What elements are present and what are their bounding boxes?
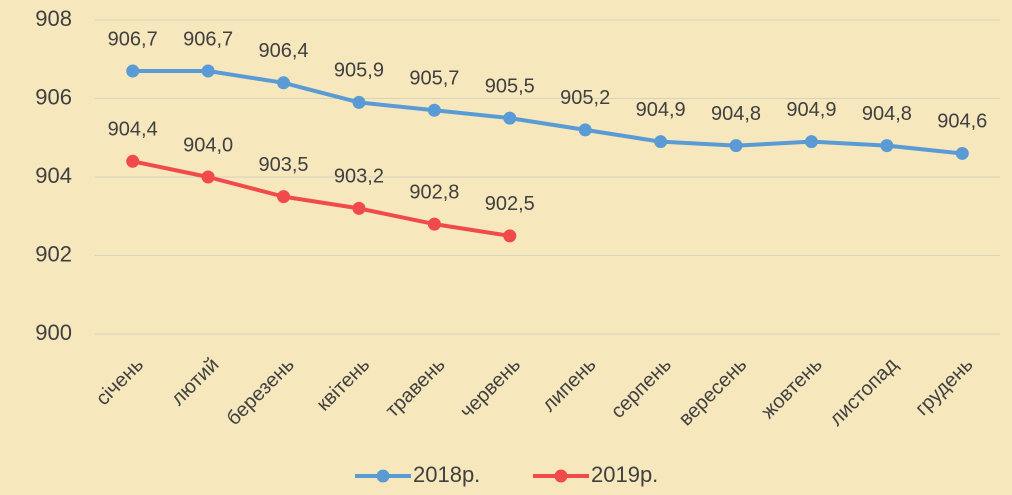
- legend-marker: [376, 469, 390, 483]
- data-label: 906,7: [108, 28, 158, 50]
- data-point: [955, 146, 969, 160]
- data-point: [880, 139, 894, 153]
- legend-label: 2019р.: [591, 462, 658, 487]
- y-tick-label: 908: [35, 6, 72, 31]
- data-point: [804, 135, 818, 149]
- data-point: [352, 95, 366, 109]
- data-point: [352, 201, 366, 215]
- data-point: [427, 103, 441, 117]
- series-line: [132, 69, 963, 156]
- data-label: 905,7: [409, 68, 459, 90]
- data-point: [201, 170, 215, 184]
- data-label: 904,4: [108, 119, 158, 141]
- data-label: 906,4: [259, 40, 309, 62]
- data-label: 905,9: [334, 60, 384, 82]
- y-tick-label: 904: [35, 163, 72, 188]
- data-label: 903,2: [334, 166, 384, 188]
- series-line: [132, 159, 511, 238]
- legend-label: 2018р.: [413, 462, 480, 487]
- data-point: [729, 139, 743, 153]
- data-label: 902,5: [485, 193, 535, 215]
- data-point: [277, 76, 291, 90]
- data-label: 905,2: [560, 87, 610, 109]
- data-point: [201, 64, 215, 78]
- data-label: 905,5: [485, 75, 535, 97]
- data-point: [503, 111, 517, 125]
- data-point: [126, 154, 140, 168]
- data-label: 906,7: [183, 28, 233, 50]
- y-tick-label: 900: [35, 320, 72, 345]
- data-point: [427, 217, 441, 231]
- data-label: 904,9: [636, 99, 686, 121]
- y-tick-label: 906: [35, 84, 72, 109]
- data-label: 904,8: [862, 103, 912, 125]
- data-point: [277, 190, 291, 204]
- y-tick-label: 902: [35, 241, 72, 266]
- legend-marker: [554, 469, 568, 483]
- data-label: 902,8: [409, 181, 459, 203]
- data-point: [126, 64, 140, 78]
- data-label: 904,0: [183, 134, 233, 156]
- data-label: 904,8: [711, 103, 761, 125]
- data-point: [654, 135, 668, 149]
- data-label: 904,9: [786, 99, 836, 121]
- data-point: [503, 229, 517, 243]
- data-point: [578, 123, 592, 137]
- data-label: 904,6: [937, 111, 987, 133]
- data-label: 903,5: [259, 154, 309, 176]
